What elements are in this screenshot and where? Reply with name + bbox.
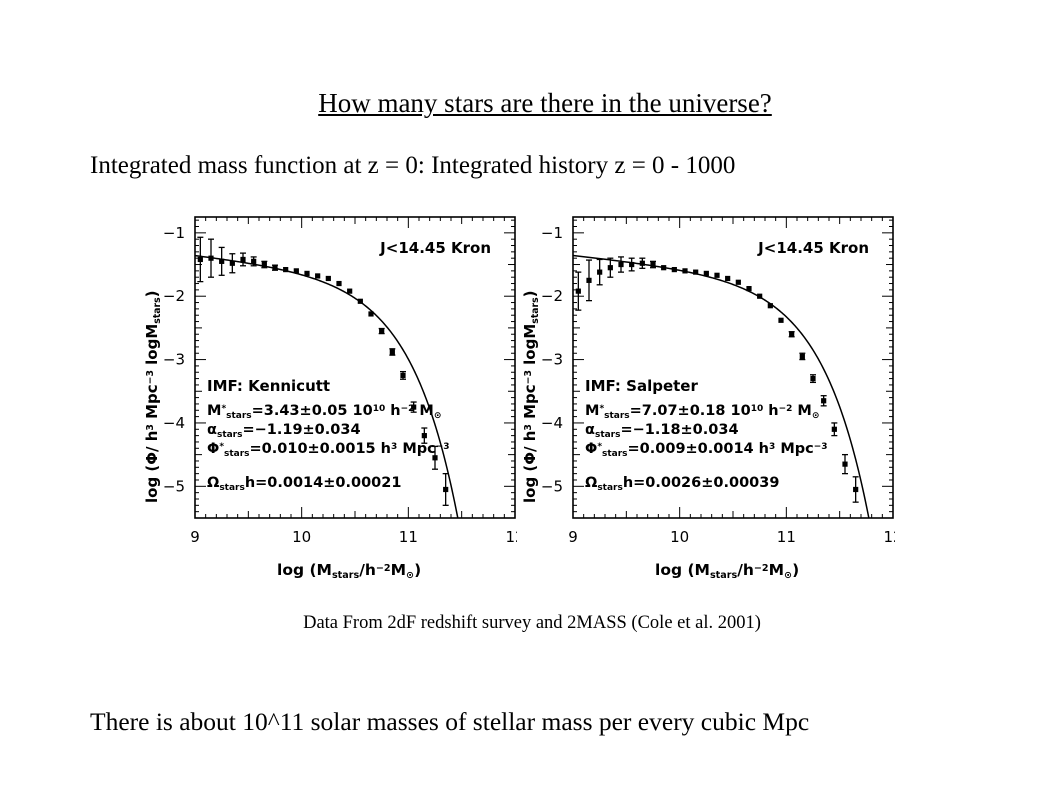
fit-group: [195, 236, 459, 518]
data-point: [735, 279, 741, 285]
x-tick-label: 12: [883, 528, 895, 546]
data-point: [325, 275, 331, 282]
data-point: [661, 265, 667, 271]
slide-subtitle: Integrated mass function at z = 0: Integ…: [90, 152, 736, 179]
data-point: [251, 258, 257, 264]
data-point: [229, 260, 235, 266]
x-tick-label: 10: [292, 528, 311, 546]
data-point: [411, 404, 417, 410]
data-point: [853, 486, 859, 493]
data-point: [703, 270, 709, 276]
data-point: [283, 266, 289, 273]
y-axis-label: log (Φ/ h3 Mpc−3 logMstars): [143, 290, 163, 503]
data-point: [629, 261, 635, 268]
data-point: [261, 261, 267, 268]
data-point: [575, 288, 581, 294]
data-point: [799, 353, 805, 360]
data-point: [432, 455, 438, 461]
fit-group: [573, 254, 870, 518]
y-tick-label: −2: [541, 287, 563, 305]
data-point: [400, 372, 406, 379]
chart-title: J<14.45 Kron: [379, 239, 491, 257]
data-point: [368, 311, 374, 317]
schechter-fit-line: [195, 254, 459, 518]
data-point: [272, 265, 278, 271]
data-point: [304, 270, 310, 276]
data-point: [357, 298, 363, 304]
slide-title: How many stars are there in the universe…: [318, 88, 772, 118]
data-point: [757, 293, 763, 299]
conclusion-text: There is about 10^11 solar masses of ste…: [90, 707, 810, 736]
mass-function-chart-kennicutt: 9 10 11 12 −1 −2 −3 −4 −5 log (Mstars/h−2M⊙) log (…: [143, 216, 517, 581]
annotation-alpha: αstars=−1.19±0.034: [207, 422, 361, 440]
data-point: [315, 273, 321, 279]
annotation-mstar: M*stars=3.43±0.05 1010 h−2 M⊙: [207, 403, 441, 421]
data-point: [379, 328, 385, 334]
data-point: [671, 266, 677, 273]
data-point: [443, 486, 449, 493]
data-point: [842, 461, 848, 467]
data-point: [767, 303, 773, 309]
x-tick-label: 9: [190, 528, 200, 546]
data-point: [597, 269, 603, 275]
data-point: [293, 268, 299, 274]
data-point: [607, 265, 613, 271]
y-tick-label: −4: [163, 414, 185, 432]
y-tick-label: −3: [541, 351, 563, 369]
chart-panel-kennicutt: 9 10 11 12 −1 −2 −3 −4 −5 log (Mstars/h−2M⊙) log (…: [137, 205, 517, 590]
data-point: [746, 286, 752, 292]
x-axis-label: log (Mstars/h−2M⊙): [277, 561, 421, 581]
data-point: [789, 331, 795, 337]
data-point: [336, 280, 342, 287]
annotation-phistar: Φ*stars=0.009±0.0014 h3 Mpc−3: [585, 441, 828, 459]
annotation-alpha: αstars=−1.18±0.034: [585, 422, 739, 440]
y-tick-label: −1: [541, 224, 563, 242]
data-point: [219, 258, 225, 264]
data-point: [240, 256, 246, 263]
chart-title: J<14.45 Kron: [757, 239, 869, 257]
annotation-mstar: M*stars=7.07±0.18 1010 h−2 M⊙: [585, 403, 819, 421]
data-point: [389, 349, 395, 355]
data-point: [586, 277, 592, 283]
data-source-caption: Data From 2dF redshift survey and 2MASS …: [303, 613, 761, 633]
x-tick-label: 9: [568, 528, 578, 546]
mass-function-chart-salpeter: 9 10 11 12 −1 −2 −3 −4 −5 log (Mstars/h−2M⊙) log (…: [521, 216, 895, 581]
chart-panel-salpeter: 9 10 11 12 −1 −2 −3 −4 −5 log (Mstars/h−2M⊙) log (…: [515, 205, 895, 590]
data-point: [421, 433, 427, 439]
x-tick-label: 11: [777, 528, 796, 546]
schechter-fit-line: [573, 254, 870, 518]
x-tick-label: 12: [505, 528, 517, 546]
data-point: [693, 269, 699, 275]
data-point: [197, 256, 203, 263]
y-tick-label: −5: [163, 477, 185, 495]
annotation-omega: Ωstarsh=0.0014±0.00021: [207, 475, 401, 493]
x-tick-label: 11: [399, 528, 418, 546]
y-tick-label: −4: [541, 414, 563, 432]
annotation-omega: Ωstarsh=0.0026±0.00039: [585, 475, 779, 493]
data-point: [639, 260, 645, 266]
x-axis-label: log (Mstars/h−2M⊙): [655, 561, 799, 581]
data-point: [714, 272, 720, 278]
data-point: [650, 261, 656, 268]
y-tick-label: −2: [163, 287, 185, 305]
y-tick-label: −1: [163, 224, 185, 242]
data-point: [725, 275, 731, 282]
x-tick-label: 10: [670, 528, 689, 546]
y-tick-label: −3: [163, 351, 185, 369]
data-point: [810, 375, 816, 382]
data-point: [831, 426, 837, 432]
data-point: [821, 398, 827, 404]
data-point: [208, 255, 214, 261]
annotation-imf: IMF: Kennicutt: [207, 377, 330, 395]
y-tick-label: −5: [541, 477, 563, 495]
annotation-phistar: Φ*stars=0.010±0.0015 h3 Mpc−3: [207, 441, 450, 459]
y-axis-label: log (Φ/ h3 Mpc−3 logMstars): [521, 290, 541, 503]
data-point: [682, 268, 688, 274]
data-point: [618, 261, 624, 268]
data-point: [778, 317, 784, 323]
annotation-imf: IMF: Salpeter: [585, 377, 698, 395]
data-point: [347, 288, 353, 294]
